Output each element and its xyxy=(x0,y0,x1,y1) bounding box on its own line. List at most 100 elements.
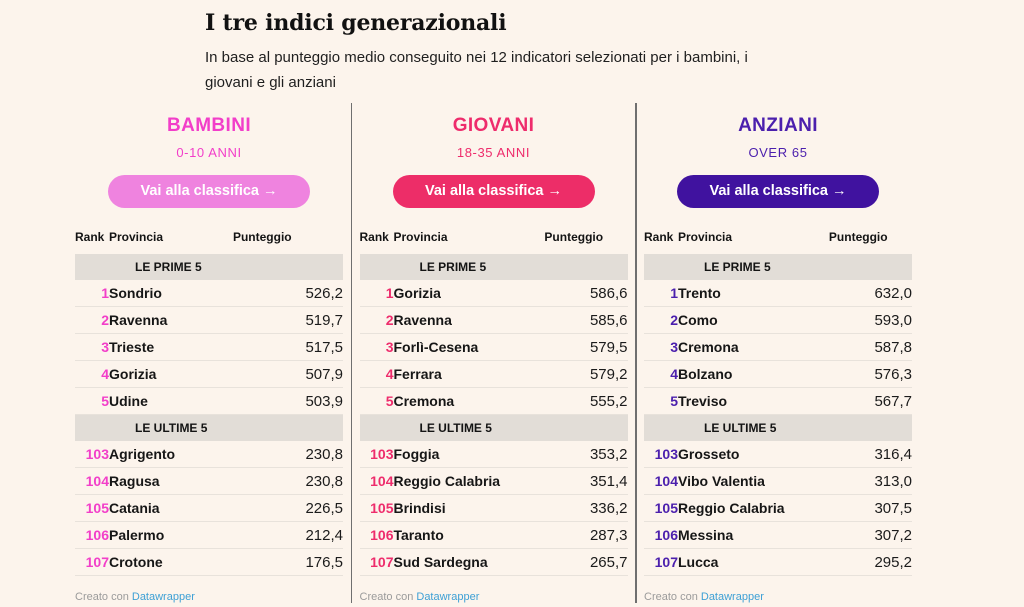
attribution: Creato con Datawrapper xyxy=(75,591,343,603)
provincia-cell: Ferrara xyxy=(393,365,442,382)
table-row: 107 Crotone 176,5 xyxy=(75,549,343,576)
provincia-cell: Brindisi xyxy=(393,499,446,516)
datawrapper-link[interactable]: Datawrapper xyxy=(131,591,195,603)
rank-cell: 4 xyxy=(385,365,394,382)
table-row: 3 Cremona 587,8 xyxy=(644,334,912,361)
punteggio-cell: 351,4 xyxy=(589,472,628,490)
category-title: GIOVANI xyxy=(452,115,535,136)
provincia-column-header: Provincia xyxy=(393,230,448,244)
table-row: 4 Bolzano 576,3 xyxy=(644,361,912,388)
rank-cell: 106 xyxy=(370,526,394,543)
punteggio-cell: 579,5 xyxy=(589,338,628,356)
provincia-cell: Udine xyxy=(109,392,148,409)
provincia-cell: Messina xyxy=(678,526,734,543)
punteggio-cell: 353,2 xyxy=(589,445,628,463)
punteggio-cell: 576,3 xyxy=(874,365,912,383)
table-row: 106 Messina 307,2 xyxy=(644,522,912,549)
page-subtitle: In base al punteggio medio conseguito ne… xyxy=(205,49,748,91)
rank-cell: 104 xyxy=(370,472,394,489)
provincia-cell: Reggio Calabria xyxy=(678,499,785,516)
provincia-cell: Gorizia xyxy=(393,284,441,301)
punteggio-cell: 526,2 xyxy=(305,284,343,302)
table-row: 106 Palermo 212,4 xyxy=(75,522,343,549)
provincia-cell: Trento xyxy=(678,284,721,301)
category-column-giovani: GIOVANI 18-35 ANNI Vai alla classifica →… xyxy=(359,103,628,603)
provincia-cell: Como xyxy=(678,311,718,328)
punteggio-cell: 555,2 xyxy=(589,392,628,410)
vai-alla-classifica-button[interactable]: Vai alla classifica → xyxy=(108,175,310,208)
rank-cell: 107 xyxy=(370,553,394,570)
punteggio-cell: 230,8 xyxy=(305,472,343,490)
attribution-text: Creato con xyxy=(644,591,701,603)
provincia-cell: Crotone xyxy=(109,553,163,570)
punteggio-cell: 295,2 xyxy=(874,553,912,571)
category-title: BAMBINI xyxy=(166,115,252,136)
table-row: 107 Sud Sardegna 265,7 xyxy=(359,549,628,576)
rank-cell: 103 xyxy=(370,445,394,462)
rank-cell: 104 xyxy=(654,472,678,489)
punteggio-cell: 265,7 xyxy=(589,553,628,571)
provincia-cell: Vibo Valentia xyxy=(678,472,765,489)
provincia-cell: Ragusa xyxy=(109,472,160,489)
punteggio-cell: 507,9 xyxy=(305,365,343,383)
rank-cell: 107 xyxy=(85,553,109,570)
rank-cell: 1 xyxy=(101,284,109,301)
table-row: 5 Treviso 567,7 xyxy=(644,388,912,415)
section-header-row: LE PRIME 5 xyxy=(75,254,343,280)
vai-alla-classifica-button[interactable]: Vai alla classifica → xyxy=(392,175,595,208)
table-row: 105 Brindisi 336,2 xyxy=(359,495,628,522)
button-label: Vai alla classifica → xyxy=(140,183,278,199)
section-header-label: LE ULTIME 5 xyxy=(75,414,343,441)
table-row: 2 Ravenna 519,7 xyxy=(75,307,343,334)
punteggio-cell: 316,4 xyxy=(874,445,912,463)
punteggio-cell: 593,0 xyxy=(874,311,912,329)
provincia-cell: Trieste xyxy=(109,338,155,355)
provincia-cell: Agrigento xyxy=(109,445,176,462)
table-row: 103 Foggia 353,2 xyxy=(359,441,628,468)
table-row: 106 Taranto 287,3 xyxy=(359,522,628,549)
table-header-row: Rank Provincia Punteggio xyxy=(644,227,912,254)
provincia-cell: Taranto xyxy=(393,526,444,543)
table-row: 103 Agrigento 230,8 xyxy=(75,441,343,468)
datawrapper-link[interactable]: Datawrapper xyxy=(700,591,764,603)
ranking-table: Rank Provincia Punteggio LE PRIME 5 1 Sond… xyxy=(75,227,343,576)
column-divider xyxy=(635,103,637,603)
table-row: 3 Trieste 517,5 xyxy=(75,334,343,361)
provincia-cell: Ravenna xyxy=(109,311,168,328)
provincia-cell: Foggia xyxy=(393,445,440,462)
table-row: 104 Reggio Calabria 351,4 xyxy=(359,468,628,495)
ranking-table: Rank Provincia Punteggio LE PRIME 5 1 Gori… xyxy=(359,227,628,576)
section-header-row: LE ULTIME 5 xyxy=(75,414,343,441)
rank-cell: 5 xyxy=(670,392,678,409)
punteggio-cell: 585,6 xyxy=(589,311,628,329)
punteggio-column-header: Punteggio xyxy=(828,230,888,244)
punteggio-cell: 212,4 xyxy=(305,526,343,544)
punteggio-column-header: Punteggio xyxy=(232,230,292,244)
punteggio-cell: 632,0 xyxy=(874,284,912,302)
provincia-cell: Sondrio xyxy=(109,284,162,301)
rank-cell: 2 xyxy=(670,311,678,328)
punteggio-cell: 519,7 xyxy=(305,311,343,329)
punteggio-cell: 567,7 xyxy=(874,392,912,410)
rank-cell: 2 xyxy=(101,311,109,328)
punteggio-cell: 579,2 xyxy=(589,365,628,383)
table-row: 1 Sondrio 526,2 xyxy=(75,280,343,307)
table-row: 104 Vibo Valentia 313,0 xyxy=(644,468,912,495)
table-body: LE PRIME 5 1 Gorizia 586,6 2 Ravenna 585,6 3 For… xyxy=(359,254,628,576)
provincia-cell: Catania xyxy=(109,499,160,516)
column-divider xyxy=(350,103,352,603)
provincia-cell: Palermo xyxy=(109,526,165,543)
rank-column-header: Rank xyxy=(359,230,389,244)
section-header-row: LE PRIME 5 xyxy=(359,254,628,280)
rank-cell: 5 xyxy=(385,392,394,409)
provincia-cell: Reggio Calabria xyxy=(393,472,501,489)
rank-cell: 5 xyxy=(101,392,109,409)
vai-alla-classifica-button[interactable]: Vai alla classifica → xyxy=(677,175,879,208)
provincia-column-header: Provincia xyxy=(109,230,164,244)
rank-cell: 4 xyxy=(670,365,678,382)
rank-cell: 107 xyxy=(654,553,678,570)
rank-cell: 103 xyxy=(654,445,678,462)
section-header-label: LE PRIME 5 xyxy=(644,254,912,280)
columns: BAMBINI 0-10 ANNI Vai alla classifica → … xyxy=(0,103,1024,603)
datawrapper-link[interactable]: Datawrapper xyxy=(416,591,480,603)
